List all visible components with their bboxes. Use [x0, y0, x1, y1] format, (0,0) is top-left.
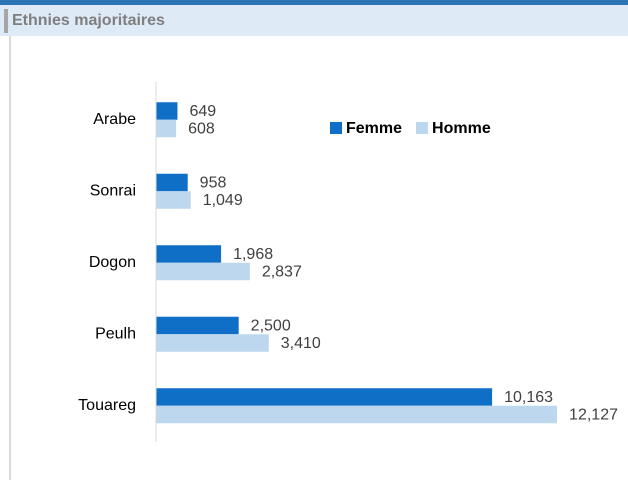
chart-title: Ethnies majoritaires: [12, 12, 165, 29]
value-label: 10,163: [504, 389, 553, 406]
bar: [156, 102, 178, 120]
bar: [156, 316, 239, 335]
bar: [156, 119, 177, 138]
value-label: 2,837: [262, 264, 302, 281]
title-bar: [0, 5, 628, 36]
bar: [156, 405, 558, 424]
value-label: 958: [200, 175, 227, 192]
bar: [156, 334, 269, 352]
value-label: 12,127: [569, 407, 618, 424]
bar: [156, 191, 191, 209]
top-strip: [0, 0, 628, 5]
category-label: Peulh: [95, 325, 136, 342]
value-label: 608: [188, 121, 215, 138]
bar: [156, 245, 222, 263]
value-label: 2,500: [251, 318, 291, 335]
bar: [156, 173, 188, 192]
category-label: Sonrai: [90, 182, 136, 199]
value-label: 3,410: [281, 335, 321, 352]
legend-swatch: [416, 122, 429, 134]
legend-swatch: [330, 122, 342, 134]
category-label: Touareg: [78, 397, 136, 414]
legend-label: Femme: [346, 120, 402, 137]
bar: [156, 262, 250, 281]
value-label: 649: [189, 103, 216, 120]
value-label: 1,049: [203, 192, 243, 209]
legend-label: Homme: [432, 120, 491, 137]
bar: [156, 388, 493, 406]
category-label: Dogon: [89, 254, 136, 271]
value-label: 1,968: [233, 246, 273, 263]
title-accent: [4, 9, 8, 33]
category-label: Arabe: [93, 111, 136, 128]
